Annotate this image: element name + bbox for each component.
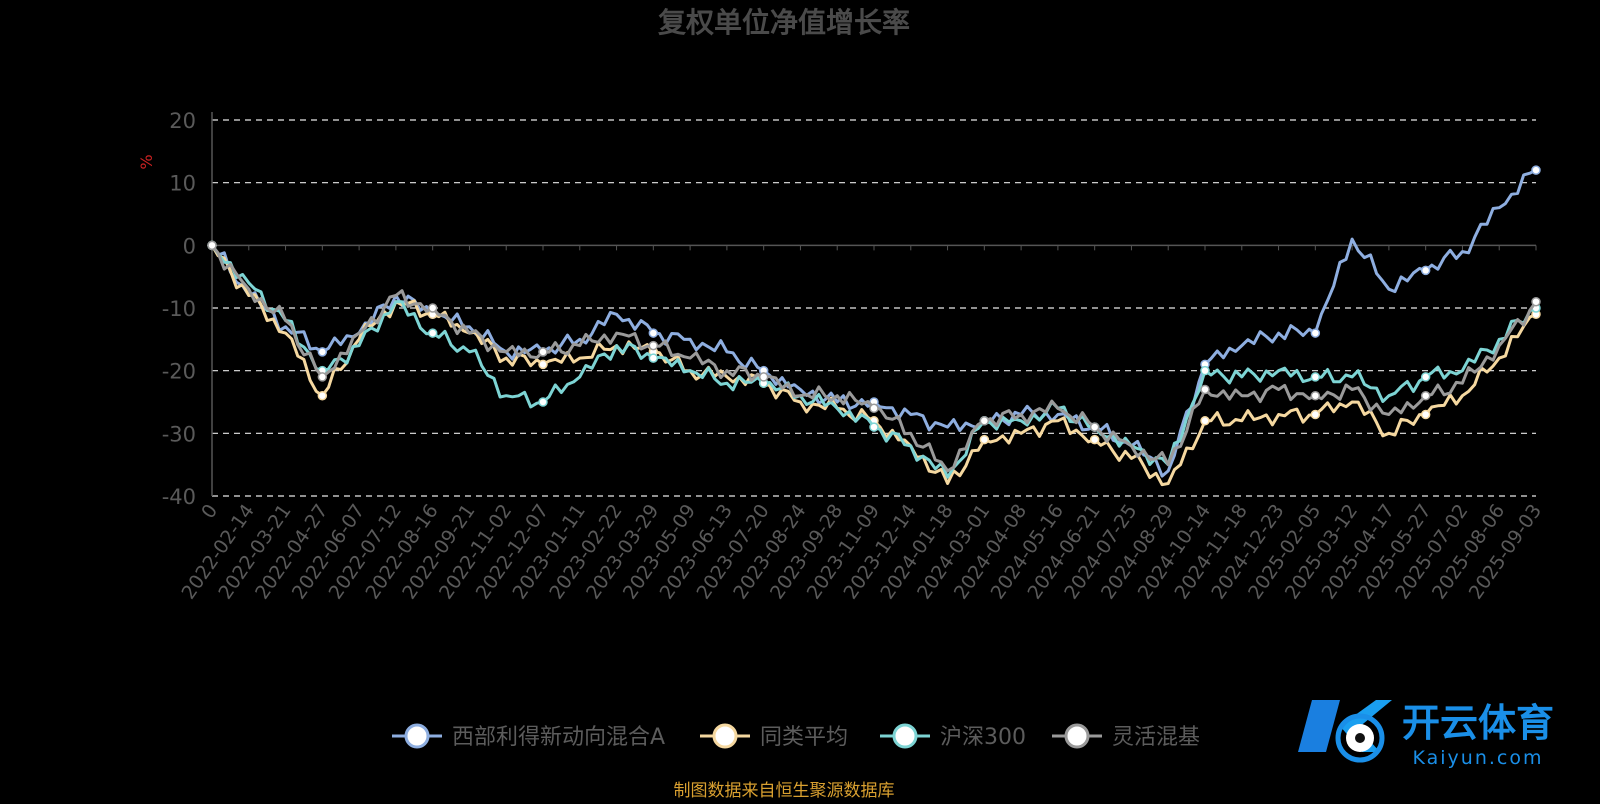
series-1-point-27 xyxy=(1200,416,1210,426)
x-tick-labels: 02022-02-142022-03-212022-04-272022-06-0… xyxy=(178,500,1547,603)
x-tick-label-0: 0 xyxy=(197,500,222,523)
logo-text: 开云体育 xyxy=(1402,701,1554,745)
series-1-point-3 xyxy=(317,390,328,401)
series-1-point-33 xyxy=(1420,409,1431,420)
series-0-point-30 xyxy=(1310,328,1321,338)
series-1-point-30 xyxy=(1310,409,1321,420)
series-0-point-12 xyxy=(648,328,659,338)
kaiyun-logo: 开云体育 Kaiyun.com xyxy=(1298,700,1554,769)
series-0-point-36 xyxy=(1531,165,1541,175)
series-2-point-30 xyxy=(1310,372,1321,382)
series-0-point-33 xyxy=(1420,265,1431,276)
legend-marker-3 xyxy=(1064,723,1090,749)
series-3-point-18 xyxy=(869,403,879,414)
series-lines xyxy=(207,165,1541,487)
y-tick-label-6: -40 xyxy=(162,485,196,509)
legend-label-3: 灵活混基 xyxy=(1112,725,1200,750)
legend-marker-2 xyxy=(892,723,918,749)
y-axis-unit: % xyxy=(137,154,156,169)
series-line-3 xyxy=(210,244,1538,473)
series-3-point-9 xyxy=(538,347,548,357)
series-3-point-21 xyxy=(979,416,990,426)
series-2-point-6 xyxy=(427,328,438,338)
series-3-point-6 xyxy=(427,303,438,313)
data-source-note: 制图数据来自恒生聚源数据库 xyxy=(674,781,895,800)
legend-item-0[interactable]: 西部利得新动向混合A xyxy=(392,723,665,750)
y-tick-label-5: -30 xyxy=(162,422,196,446)
chart-title: 复权单位净值增长率 xyxy=(658,6,910,39)
logo-url: Kaiyun.com xyxy=(1413,747,1544,769)
series-3-point-12 xyxy=(648,340,659,351)
y-tick-label-4: -20 xyxy=(162,360,196,384)
axes: 20 10 0 -10 -20 -30 -40 xyxy=(162,109,1537,509)
series-3-point-3 xyxy=(317,372,328,382)
legend-item-3[interactable]: 灵活混基 xyxy=(1052,723,1200,750)
y-tick-label-1: 10 xyxy=(169,172,196,196)
series-3-point-15 xyxy=(758,372,769,382)
series-3-point-27 xyxy=(1200,384,1210,395)
series-3-point-36 xyxy=(1531,296,1541,307)
y-tick-label-0: 20 xyxy=(169,109,196,133)
legend-marker-1 xyxy=(712,723,738,749)
legend-label-1: 同类平均 xyxy=(760,725,848,750)
legend-item-1[interactable]: 同类平均 xyxy=(700,723,848,750)
series-3-point-0 xyxy=(207,240,217,251)
series-2-point-27 xyxy=(1200,365,1210,376)
series-0-point-3 xyxy=(317,347,328,357)
legend-label-2: 沪深300 xyxy=(940,725,1026,750)
y-tick-label-2: 0 xyxy=(183,234,196,258)
series-line-2 xyxy=(210,244,1537,479)
series-3-point-24 xyxy=(1089,422,1100,432)
series-2-point-33 xyxy=(1420,372,1431,382)
series-2-point-12 xyxy=(648,353,659,363)
series-3-point-33 xyxy=(1420,390,1431,401)
series-3-point-30 xyxy=(1310,390,1321,401)
legend-label-0: 西部利得新动向混合A xyxy=(452,725,665,750)
legend[interactable]: 西部利得新动向混合A 同类平均 沪深300 灵活混基 xyxy=(392,723,1200,750)
series-2-point-18 xyxy=(869,422,879,432)
legend-marker-0 xyxy=(404,723,430,749)
series-1-point-9 xyxy=(538,359,548,370)
series-1-point-21 xyxy=(979,434,990,445)
series-line-1 xyxy=(210,244,1537,487)
legend-item-2[interactable]: 沪深300 xyxy=(880,723,1026,750)
y-tick-label-3: -10 xyxy=(162,297,196,321)
series-1-point-24 xyxy=(1089,434,1100,445)
series-2-point-9 xyxy=(538,397,548,407)
grid xyxy=(212,119,1536,497)
